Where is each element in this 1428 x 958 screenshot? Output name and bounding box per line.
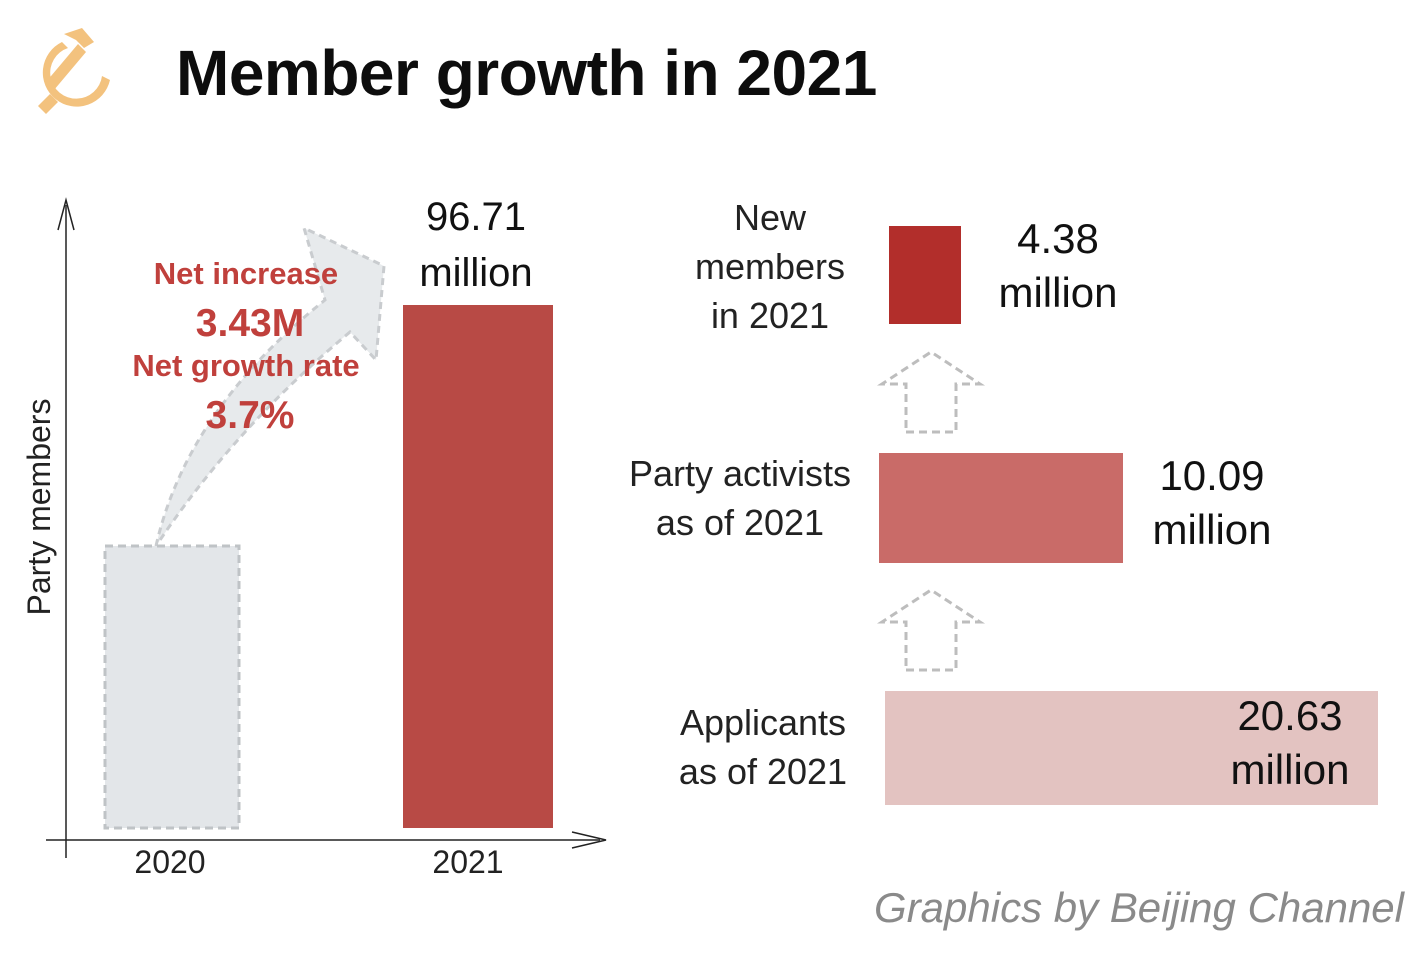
net-growth-label: Net growth rate [132, 348, 359, 383]
y-axis-label: Party members [21, 399, 57, 616]
y-axis-arrow [57, 197, 75, 231]
x-axis-arrow [571, 831, 607, 849]
net-increase-label: Net increase [154, 256, 338, 291]
row-category-label: Party activists as of 2021 [629, 453, 851, 543]
bar-row-1 [879, 453, 1123, 563]
net-increase-value: 3.43M [196, 302, 304, 345]
arrow-up-icon [876, 350, 986, 434]
bar-2021 [403, 305, 553, 828]
arrow-up-icon [876, 588, 986, 672]
bar-value-label: 10.09 million [1152, 452, 1271, 553]
credit-text: Graphics by Beijing Channel [874, 884, 1404, 931]
bar-2020 [103, 544, 241, 830]
right-bar-group: New members in 2021 4.38 million Party activi… [629, 197, 1378, 805]
hammer-and-sickle-icon [38, 28, 110, 114]
bar-row-0 [889, 226, 961, 324]
x-tick-label: 2021 [432, 844, 503, 880]
x-tick-label: 2020 [134, 844, 205, 880]
growth-arrow-shape [154, 225, 386, 547]
bar-value-label: 20.63 million [1230, 692, 1349, 793]
left-tick-labels: 2020 2021 [134, 844, 503, 880]
row-category-label: Applicants as of 2021 [679, 702, 847, 792]
bar-value-label: 96.71 million [419, 195, 532, 295]
left-bar-group: 96.71 million [103, 195, 553, 830]
bar-row-2 [885, 691, 1378, 805]
bar-value-label: 4.38 million [998, 215, 1117, 316]
page-title: Member growth in 2021 [176, 37, 877, 109]
net-growth-value: 3.7% [206, 394, 295, 437]
row-category-label: New members in 2021 [695, 197, 845, 336]
